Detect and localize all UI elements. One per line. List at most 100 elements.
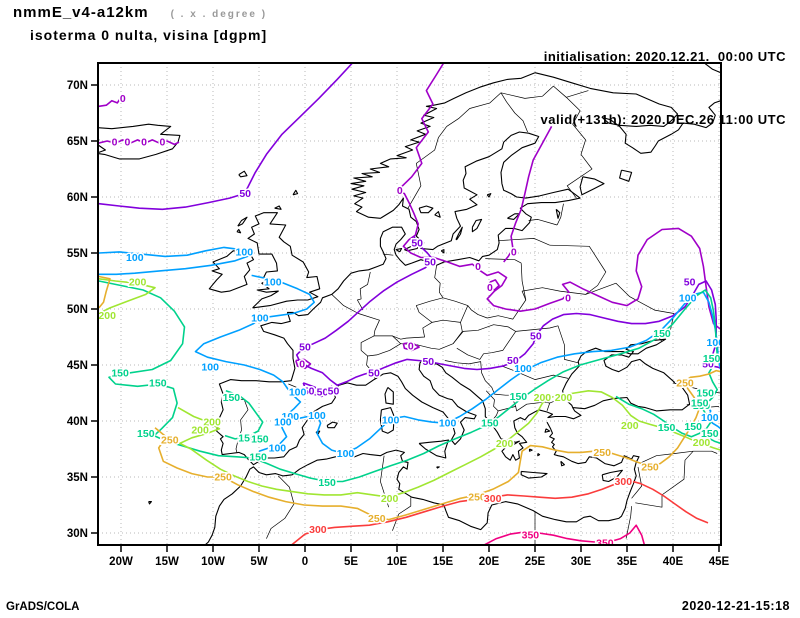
contour-label: 100 (236, 246, 254, 258)
contour-label: 100 (274, 417, 292, 429)
contour-label: 150 (703, 353, 721, 365)
resolution-note: ( . x . degree ) (170, 9, 268, 20)
contour-100 (98, 246, 721, 455)
contour-label: 200 (381, 493, 399, 505)
x-tick-label: 15E (433, 556, 454, 568)
contour-label: 100 (126, 252, 144, 264)
contour-label: 250 (214, 472, 232, 484)
contour-label: 150 (653, 328, 671, 340)
contour-label: 100 (269, 442, 287, 454)
contour-label: 350 (522, 530, 540, 542)
x-tick-label: 5E (344, 556, 358, 568)
contour-label: 100 (282, 411, 300, 423)
contour-150 (98, 280, 721, 483)
y-tick-label: 45N (67, 360, 88, 372)
x-tick-label: 35E (617, 556, 638, 568)
contour-label: 0 (112, 137, 118, 149)
contour-label: 150 (696, 388, 714, 400)
contour-label: 50 (530, 330, 542, 342)
contour-label: 100 (201, 362, 219, 374)
contour-label: 50 (422, 356, 434, 368)
contour-label: 50 (702, 358, 714, 370)
contour-label: 50 (411, 237, 423, 249)
contour-label: 250 (468, 492, 486, 504)
contour-label: 0 (487, 282, 493, 294)
model-title: nmmE_v4-a12km (13, 4, 149, 21)
y-tick-label: 70N (67, 80, 88, 92)
subtitle: isoterma 0 nulta, visina [dgpm] (30, 27, 268, 43)
contour-label: 200 (129, 277, 147, 289)
x-tick-label: 5W (250, 556, 267, 568)
x-tick-label: 45E (709, 556, 730, 568)
contour-label: 200 (693, 437, 711, 449)
contour-350 (483, 524, 646, 545)
contour-label: 50 (424, 257, 436, 269)
contour-label: 50 (328, 385, 340, 397)
init-time: initialisation: 2020.12.21. 00:00 UTC (543, 49, 786, 64)
contour-250 (98, 275, 721, 521)
contour-label: 150 (318, 477, 336, 489)
contour-label: 150 (223, 392, 241, 404)
contour-label: 150 (510, 391, 528, 403)
contour-label: 100 (439, 418, 457, 430)
contour-label: 50 (317, 386, 329, 398)
contour-label: 50 (507, 355, 519, 367)
contour-label: 100 (337, 448, 355, 460)
y-tick-label: 40N (67, 416, 88, 428)
contour-label: 0 (565, 292, 571, 304)
contour-label: 100 (382, 414, 400, 426)
y-tick-label: 50N (67, 304, 88, 316)
x-tick-label: 40E (663, 556, 684, 568)
contour-label: 0 (511, 246, 517, 258)
valid-time: valid(+131h): 2020.DEC.26 11:00 UTC (540, 112, 786, 127)
contour-label: 250 (368, 513, 386, 525)
contour-label: 150 (691, 398, 709, 410)
x-tick-label: 15W (155, 556, 179, 568)
contour-label: 0 (475, 261, 481, 273)
contour-label: 150 (149, 377, 167, 389)
contour-label: 350 (596, 538, 614, 550)
x-tick-label: 30E (571, 556, 592, 568)
contour-label: 200 (191, 425, 209, 437)
contour-label: 200 (98, 310, 116, 322)
axes: 20W 15W 10W 5W 0 5E 10E 15E 20E 25E 30E 35E 40E 45E 30… (67, 80, 730, 568)
contour-label: 50 (239, 188, 251, 200)
contour-label: 150 (137, 428, 155, 440)
contour-label: 100 (251, 313, 269, 325)
contour-label: 150 (249, 451, 267, 463)
contour-label: 50 (303, 385, 315, 397)
contour-label: 300 (484, 493, 502, 505)
contour-label: 100 (707, 337, 725, 349)
contour-label: 150 (111, 367, 129, 379)
header-right: initialisation: 2020.12.21. 00:00 UTC va… (541, 4, 786, 172)
contour-label: 0 (124, 137, 130, 149)
contour-0 (98, 63, 721, 370)
contour-label: 100 (308, 410, 326, 422)
grads-credit: GrADS/COLA (6, 601, 80, 613)
x-tick-label: 10E (387, 556, 408, 568)
contour-label: 100 (701, 412, 719, 424)
y-tick-label: 55N (67, 248, 88, 260)
contour-label: 150 (238, 432, 256, 444)
contour-label: 0 (141, 137, 147, 149)
y-tick-label: 30N (67, 528, 88, 540)
header-left: nmmE_v4-a12km ( . x . degree ) isoterma 0… (13, 4, 267, 43)
contour-label: 200 (621, 420, 639, 432)
contour-label: 50 (368, 367, 380, 379)
contour-label: 300 (309, 524, 327, 536)
title-row: nmmE_v4-a12km ( . x . degree ) (13, 4, 267, 22)
contour-label: 100 (514, 363, 532, 375)
y-tick-label: 65N (67, 136, 88, 148)
timestamp: 2020-12-21-15:18 (681, 599, 790, 613)
x-tick-label: 25E (525, 556, 546, 568)
contour-label: 100 (289, 386, 307, 398)
contour-label: 250 (161, 435, 179, 447)
contour-label: 200 (496, 438, 514, 450)
contour-label: 0 (120, 93, 126, 105)
contour-label: 0 (299, 358, 305, 370)
contour-200 (98, 278, 721, 498)
contour-label: 150 (251, 433, 269, 445)
